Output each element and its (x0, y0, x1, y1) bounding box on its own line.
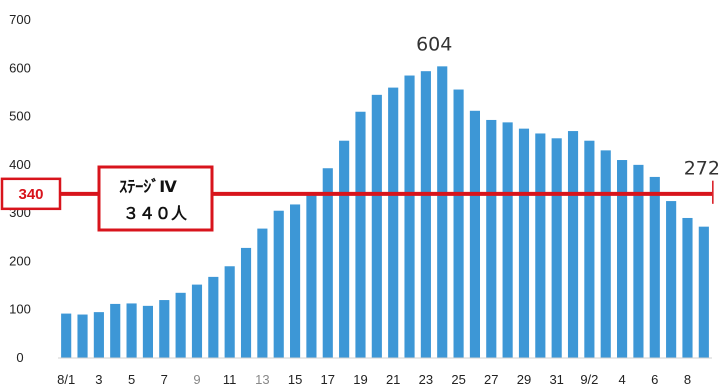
bar (290, 204, 301, 358)
x-tick-label: 8 (684, 372, 691, 387)
x-tick-label: 8/1 (57, 372, 75, 387)
reference-value-box (0, 177, 62, 211)
x-tick-label: 31 (549, 372, 563, 387)
bar (61, 313, 72, 358)
x-tick-label: 11 (223, 372, 237, 387)
bar (518, 128, 530, 358)
bar (617, 160, 628, 358)
x-tick-label: 9/2 (580, 372, 598, 387)
x-tick-label: 17 (321, 372, 335, 387)
x-tick-label: 5 (128, 372, 135, 387)
bar (633, 164, 644, 358)
bar (698, 226, 709, 358)
bar (240, 247, 252, 358)
x-tick-label: 4 (618, 372, 625, 387)
last-value-label: 272 (684, 158, 720, 180)
x-tick-label: 9 (193, 372, 200, 387)
bar (257, 228, 268, 358)
y-tick-label: 700 (9, 12, 31, 27)
bar (420, 71, 431, 359)
stage-annotation-line1: ｽﾃｰｼﾞⅣ (119, 177, 177, 196)
bar-series (61, 66, 709, 359)
bar (584, 140, 595, 358)
bar (110, 303, 121, 358)
x-tick-label: 13 (255, 372, 269, 387)
bar (306, 194, 317, 358)
bar (649, 176, 660, 358)
bar (142, 305, 153, 358)
reference-value-label: 340 (18, 186, 43, 203)
x-tick-label: 29 (517, 372, 531, 387)
bar (388, 87, 399, 358)
x-tick-label: 25 (451, 372, 465, 387)
peak-value-label: 604 (416, 33, 452, 55)
bar (355, 111, 366, 359)
x-tick-label: 6 (651, 372, 658, 387)
bar (404, 75, 415, 358)
bar (486, 119, 497, 358)
bar (371, 94, 382, 358)
y-tick-label: 200 (9, 253, 31, 268)
x-tick-label: 7 (161, 372, 168, 387)
bar (322, 168, 333, 358)
bar (77, 314, 88, 358)
bar (535, 133, 546, 358)
bar (453, 89, 464, 358)
bar (567, 131, 579, 358)
bar (175, 292, 186, 358)
bar (208, 276, 219, 358)
x-tick-label: 19 (353, 372, 367, 387)
y-tick-label: 600 (9, 60, 31, 75)
x-tick-label: 27 (484, 372, 498, 387)
y-tick-label: 0 (16, 350, 23, 365)
bar (126, 303, 137, 358)
bar (224, 266, 235, 358)
x-tick-label: 23 (419, 372, 433, 387)
bar (437, 66, 448, 358)
bar (666, 201, 677, 358)
x-tick-label: 21 (386, 372, 400, 387)
bar (600, 150, 611, 358)
y-tick-label: 400 (9, 157, 31, 172)
bar (93, 312, 104, 358)
bar (339, 140, 350, 358)
y-tick-label: 100 (9, 302, 31, 317)
x-axis: 8/1 3 5 7 9 11 13 15 17 19 21 23 25 27 29 31 9/2 4 6 8 (57, 372, 691, 387)
x-tick-label: 15 (288, 372, 302, 387)
bar (469, 110, 480, 358)
y-tick-label: 500 (9, 109, 31, 124)
bar (502, 122, 513, 359)
bar (682, 217, 693, 358)
bar (273, 210, 284, 358)
bar (191, 284, 203, 358)
stage-annotation-box (97, 165, 214, 232)
stage-annotation-line2: ３４０人 (123, 204, 188, 223)
bar (159, 300, 170, 358)
x-tick-label: 3 (95, 372, 102, 387)
bar (551, 138, 562, 358)
